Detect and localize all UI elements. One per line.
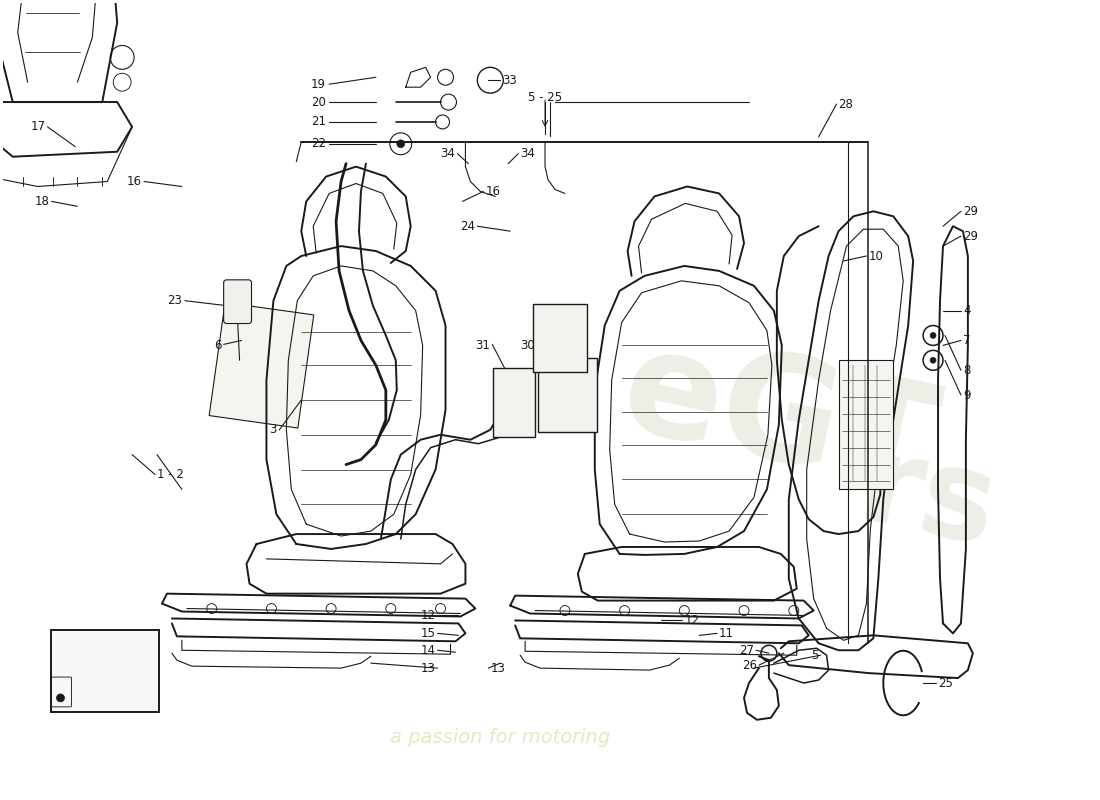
Text: 15: 15 [420,627,436,640]
Text: a passion for motoring: a passion for motoring [390,728,611,747]
Text: 11: 11 [719,627,734,640]
FancyBboxPatch shape [493,368,535,437]
FancyBboxPatch shape [534,304,586,372]
FancyArrowPatch shape [223,369,297,378]
Text: 16: 16 [485,185,501,198]
Text: 17: 17 [31,121,45,134]
Circle shape [397,140,405,148]
Text: 14: 14 [420,644,436,657]
Text: 31: 31 [475,339,491,352]
FancyBboxPatch shape [51,630,160,712]
Text: 23: 23 [167,294,182,307]
Text: 22: 22 [311,138,326,150]
Text: 9: 9 [962,389,970,402]
Text: 26: 26 [741,658,757,672]
Text: 12: 12 [420,609,436,622]
FancyBboxPatch shape [538,358,597,432]
Text: 7: 7 [962,334,970,347]
Text: 30: 30 [520,339,535,352]
Text: 1 - 2: 1 - 2 [157,468,184,481]
FancyBboxPatch shape [223,280,252,323]
Text: 16: 16 [128,175,142,188]
Text: 10: 10 [868,250,883,262]
FancyArrowPatch shape [222,382,295,391]
Circle shape [56,694,65,702]
Text: 24: 24 [461,220,475,233]
Text: 6: 6 [214,339,222,352]
Text: eGT: eGT [609,318,948,522]
Text: 29: 29 [962,205,978,218]
FancyBboxPatch shape [838,360,893,490]
Text: 34: 34 [520,147,535,160]
Text: 13: 13 [491,662,505,674]
Text: 28: 28 [838,98,854,110]
Text: 19: 19 [311,78,326,90]
Circle shape [931,333,936,338]
FancyArrowPatch shape [228,343,300,353]
Text: 13: 13 [420,662,436,674]
FancyArrowPatch shape [220,394,294,404]
Text: 12: 12 [684,614,700,627]
Text: 29: 29 [962,230,978,242]
FancyArrowPatch shape [231,318,304,328]
FancyArrowPatch shape [229,330,302,340]
Text: 20: 20 [311,95,326,109]
Text: rs: rs [849,426,1008,573]
Text: 3: 3 [270,423,276,436]
FancyArrowPatch shape [226,356,299,366]
Text: 25: 25 [938,677,953,690]
Text: 18: 18 [35,195,50,208]
Text: 27: 27 [739,644,754,657]
FancyBboxPatch shape [209,302,314,428]
Circle shape [931,358,936,363]
Text: 5: 5 [812,649,818,662]
Text: 34: 34 [441,147,455,160]
Text: 21: 21 [311,115,326,129]
Text: 33: 33 [503,74,517,86]
Text: 5 - 25: 5 - 25 [528,90,562,104]
FancyArrowPatch shape [218,407,292,417]
Text: 4: 4 [962,304,970,317]
Text: 8: 8 [962,364,970,377]
